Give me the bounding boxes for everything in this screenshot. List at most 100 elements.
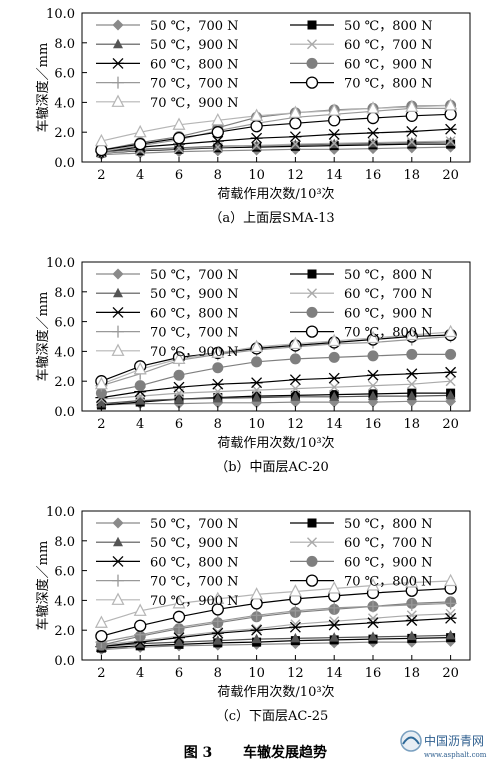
legend-marker bbox=[307, 269, 317, 279]
series-line bbox=[101, 113, 451, 151]
legend-item: 70 ℃，900 N bbox=[96, 343, 239, 360]
series-line bbox=[101, 394, 451, 405]
subfigure-caption: （c）下面层AC-25 bbox=[216, 709, 329, 724]
legend-item: 50 ℃，800 N bbox=[290, 19, 433, 34]
data-point bbox=[212, 362, 224, 374]
x-tick-label: 6 bbox=[175, 666, 183, 681]
legend-item: 50 ℃，700 N bbox=[96, 517, 239, 532]
series-line bbox=[101, 335, 451, 387]
data-point bbox=[174, 143, 184, 154]
data-point bbox=[173, 381, 185, 393]
legend-marker bbox=[112, 517, 124, 529]
data-point bbox=[445, 389, 456, 400]
legend-label: 60 ℃，800 N bbox=[150, 555, 239, 570]
legend-marker bbox=[305, 76, 319, 89]
legend-marker bbox=[111, 592, 125, 605]
legend-item: 50 ℃，900 N bbox=[96, 287, 239, 302]
data-point bbox=[212, 392, 223, 403]
data-point bbox=[329, 632, 340, 642]
x-tick-label: 10 bbox=[248, 168, 265, 183]
series-line bbox=[101, 640, 451, 651]
data-point bbox=[250, 339, 264, 353]
data-point bbox=[366, 578, 380, 591]
legend-item: 60 ℃，800 N bbox=[96, 555, 239, 570]
data-point bbox=[211, 615, 224, 628]
data-point bbox=[290, 139, 301, 150]
legend-item: 60 ℃，900 N bbox=[290, 57, 433, 72]
data-point bbox=[405, 615, 418, 626]
data-point bbox=[172, 596, 186, 609]
series-line bbox=[101, 143, 451, 154]
data-point bbox=[250, 132, 263, 144]
legend-label: 70 ℃，700 N bbox=[150, 575, 239, 590]
legend-label: 70 ℃，800 N bbox=[344, 77, 433, 92]
legend-marker bbox=[113, 38, 123, 49]
y-tick-label: 8.0 bbox=[54, 37, 75, 52]
series-line bbox=[101, 353, 451, 394]
data-point bbox=[212, 140, 223, 151]
figure-number: 图 3 bbox=[184, 745, 213, 761]
legend-marker bbox=[113, 536, 123, 547]
data-point bbox=[135, 395, 146, 405]
legend-marker bbox=[112, 19, 124, 31]
data-point bbox=[367, 369, 379, 381]
y-tick-label: 2.0 bbox=[54, 126, 75, 141]
series-line bbox=[101, 637, 451, 649]
data-point bbox=[211, 135, 224, 147]
legend-marker bbox=[111, 94, 125, 107]
y-tick-label: 4.0 bbox=[54, 594, 75, 609]
legend-label: 60 ℃，800 N bbox=[150, 57, 239, 72]
y-tick-label: 2.0 bbox=[54, 375, 75, 390]
data-point bbox=[174, 393, 184, 404]
x-tick-label: 16 bbox=[365, 666, 382, 681]
data-point bbox=[174, 636, 184, 647]
data-point bbox=[211, 591, 225, 605]
data-point bbox=[445, 136, 456, 147]
data-point bbox=[328, 372, 341, 384]
legend-label: 70 ℃，900 N bbox=[150, 345, 239, 360]
chart-panels: 0.0 2.0 4.0 6.0 8.0 10.0 2 4 6 8 10 12 14 16 18 20 荷载作用次… bbox=[35, 7, 471, 724]
legend-item: 70 ℃，700 N bbox=[96, 77, 239, 92]
series-line bbox=[101, 400, 451, 406]
legend-marker bbox=[112, 574, 124, 587]
legend-label: 50 ℃，800 N bbox=[344, 517, 433, 532]
data-point bbox=[368, 631, 378, 641]
data-point bbox=[288, 105, 302, 118]
legend-label: 70 ℃，700 N bbox=[150, 326, 239, 341]
x-tick-label: 14 bbox=[326, 666, 343, 681]
data-point bbox=[367, 600, 379, 613]
legend-item: 50 ℃，900 N bbox=[96, 38, 239, 53]
data-point bbox=[290, 391, 301, 401]
legend-item: 60 ℃，800 N bbox=[96, 57, 239, 72]
data-point bbox=[250, 624, 263, 636]
data-point bbox=[211, 378, 224, 390]
legend-item: 50 ℃，800 N bbox=[290, 268, 433, 283]
legend-item: 60 ℃，800 N bbox=[96, 306, 239, 321]
x-tick-label: 10 bbox=[248, 417, 265, 432]
series-line bbox=[101, 146, 451, 156]
data-point bbox=[405, 125, 418, 137]
legend-marker bbox=[112, 57, 124, 69]
y-tick-label: 2.0 bbox=[54, 624, 75, 639]
legend-label: 50 ℃，900 N bbox=[150, 38, 239, 53]
x-tick-label: 6 bbox=[175, 417, 183, 432]
subfigure-caption: （a）上面层SMA-13 bbox=[209, 211, 334, 226]
legend-label: 50 ℃，700 N bbox=[150, 268, 239, 283]
data-point bbox=[174, 142, 184, 152]
data-point bbox=[95, 387, 107, 399]
data-point bbox=[406, 390, 417, 401]
x-tick-label: 20 bbox=[442, 168, 459, 183]
x-tick-label: 10 bbox=[248, 666, 265, 681]
data-point bbox=[405, 327, 419, 341]
series-line bbox=[101, 602, 451, 643]
x-tick-label: 2 bbox=[97, 168, 105, 183]
data-point bbox=[367, 350, 379, 362]
legend-label: 60 ℃，700 N bbox=[344, 38, 433, 53]
legend-item: 60 ℃，900 N bbox=[290, 306, 433, 321]
data-point bbox=[173, 369, 185, 381]
legend-marker bbox=[307, 288, 317, 299]
legend-marker bbox=[305, 574, 319, 587]
data-point bbox=[250, 609, 263, 622]
legend-label: 60 ℃，700 N bbox=[344, 536, 433, 551]
data-point bbox=[212, 386, 223, 397]
